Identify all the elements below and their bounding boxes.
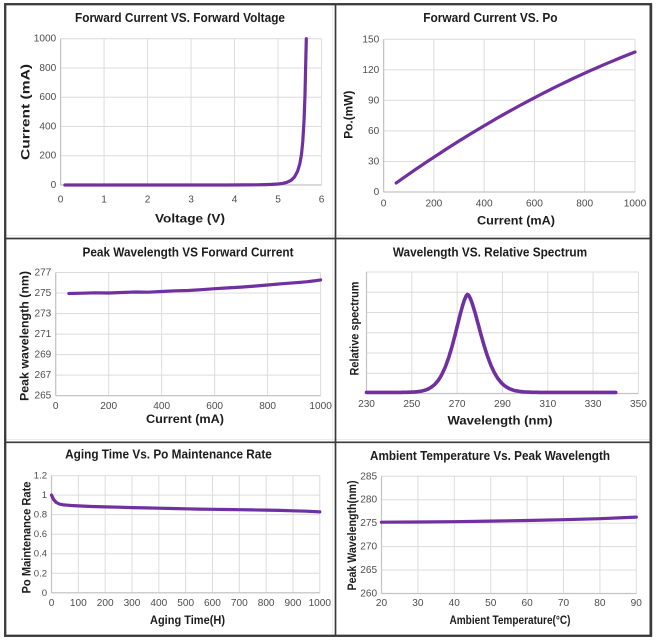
svg-text:6: 6 [319,195,325,206]
svg-text:200: 200 [97,598,114,609]
svg-text:269: 269 [34,350,51,361]
svg-text:150: 150 [362,34,379,45]
svg-text:600: 600 [206,401,223,412]
svg-text:Wavelength VS. Relative Spectr: Wavelength VS. Relative Spectrum [393,245,587,260]
svg-text:285: 285 [360,471,377,482]
svg-text:5: 5 [275,195,281,206]
svg-text:600: 600 [526,198,543,209]
svg-text:310: 310 [539,399,556,410]
svg-text:100: 100 [70,598,87,609]
svg-text:800: 800 [576,198,593,209]
svg-text:275: 275 [360,518,377,529]
svg-text:60: 60 [368,126,380,137]
svg-text:70: 70 [558,598,570,609]
svg-text:0.4: 0.4 [34,549,48,560]
svg-text:0.8: 0.8 [34,510,47,521]
svg-text:Forward Current VS. Forward Vo: Forward Current VS. Forward Voltage [75,10,285,25]
svg-text:277: 277 [34,268,51,279]
svg-text:1000: 1000 [624,198,647,209]
svg-text:Forward Current VS. Po: Forward Current VS. Po [423,10,557,25]
svg-text:Voltage (V): Voltage (V) [155,212,225,226]
svg-text:20: 20 [376,598,388,609]
svg-text:1: 1 [42,490,47,501]
svg-text:200: 200 [39,151,56,162]
svg-text:290: 290 [494,399,511,410]
svg-text:120: 120 [362,65,379,76]
svg-text:800: 800 [258,598,275,609]
svg-text:60: 60 [521,598,533,609]
svg-text:0.2: 0.2 [34,568,47,579]
svg-text:1000: 1000 [309,401,332,412]
svg-text:Peak Wavelength VS Forward Cur: Peak Wavelength VS Forward Current [83,244,295,259]
svg-text:Aging Time Vs. Po Maintenance: Aging Time Vs. Po Maintenance Rate [65,447,272,462]
svg-text:50: 50 [485,598,497,609]
svg-text:Current (mA): Current (mA) [19,64,33,160]
svg-text:Wavelength (nm): Wavelength (nm) [448,414,553,428]
svg-text:270: 270 [449,399,466,410]
svg-text:800: 800 [259,401,276,412]
svg-text:3: 3 [188,195,194,206]
svg-text:30: 30 [412,598,424,609]
svg-text:Relative spectrum: Relative spectrum [348,282,362,376]
svg-text:230: 230 [358,399,375,410]
svg-text:0: 0 [51,180,57,191]
svg-text:1000: 1000 [34,34,57,45]
svg-text:273: 273 [34,309,51,320]
svg-text:900: 900 [285,598,302,609]
svg-text:330: 330 [585,399,602,410]
svg-text:280: 280 [360,495,377,506]
svg-text:270: 270 [360,542,377,553]
svg-text:Po Maintenance Rate: Po Maintenance Rate [20,481,34,593]
svg-text:600: 600 [204,598,221,609]
svg-text:40: 40 [449,598,461,609]
svg-text:271: 271 [34,329,51,340]
svg-text:350: 350 [630,399,647,410]
svg-text:0: 0 [42,588,47,599]
svg-text:Peak wavelength (nm): Peak wavelength (nm) [17,271,31,401]
svg-text:90: 90 [368,95,380,106]
svg-text:400: 400 [476,198,493,209]
svg-text:250: 250 [403,399,420,410]
svg-text:600: 600 [39,92,56,103]
svg-text:267: 267 [34,370,51,381]
svg-text:265: 265 [360,565,377,576]
svg-text:400: 400 [39,121,56,132]
svg-text:2: 2 [145,195,151,206]
svg-text:260: 260 [360,589,377,600]
svg-text:500: 500 [177,598,194,609]
svg-text:265: 265 [34,391,51,402]
svg-text:800: 800 [39,63,56,74]
svg-text:0: 0 [58,195,64,206]
svg-text:0.6: 0.6 [34,529,47,540]
svg-text:4: 4 [232,195,238,206]
svg-text:0: 0 [49,598,55,609]
svg-text:1.2: 1.2 [34,471,47,482]
svg-text:Ambient Temperature Vs. Peak W: Ambient Temperature Vs. Peak Wavelength [370,448,610,463]
svg-text:1: 1 [101,195,107,206]
svg-text:Current (mA): Current (mA) [146,412,224,426]
svg-text:90: 90 [631,598,643,609]
svg-text:30: 30 [368,156,380,167]
svg-text:400: 400 [153,401,170,412]
svg-text:200: 200 [425,198,442,209]
svg-text:275: 275 [34,288,51,299]
svg-text:200: 200 [100,401,117,412]
svg-text:0: 0 [381,198,387,209]
svg-text:Po.(mW): Po.(mW) [341,91,355,139]
svg-text:80: 80 [594,598,606,609]
svg-text:300: 300 [124,598,141,609]
svg-text:400: 400 [150,598,167,609]
svg-text:0: 0 [53,401,59,412]
svg-text:Peak Wavelength(nm): Peak Wavelength(nm) [345,480,359,590]
svg-text:700: 700 [231,598,248,609]
svg-text:1000: 1000 [309,598,332,609]
svg-text:Ambient Temperature(°C): Ambient Temperature(°C) [450,613,571,627]
svg-text:Aging Time(H): Aging Time(H) [150,613,225,627]
svg-text:0: 0 [374,187,380,198]
svg-text:Current (mA): Current (mA) [477,214,555,228]
